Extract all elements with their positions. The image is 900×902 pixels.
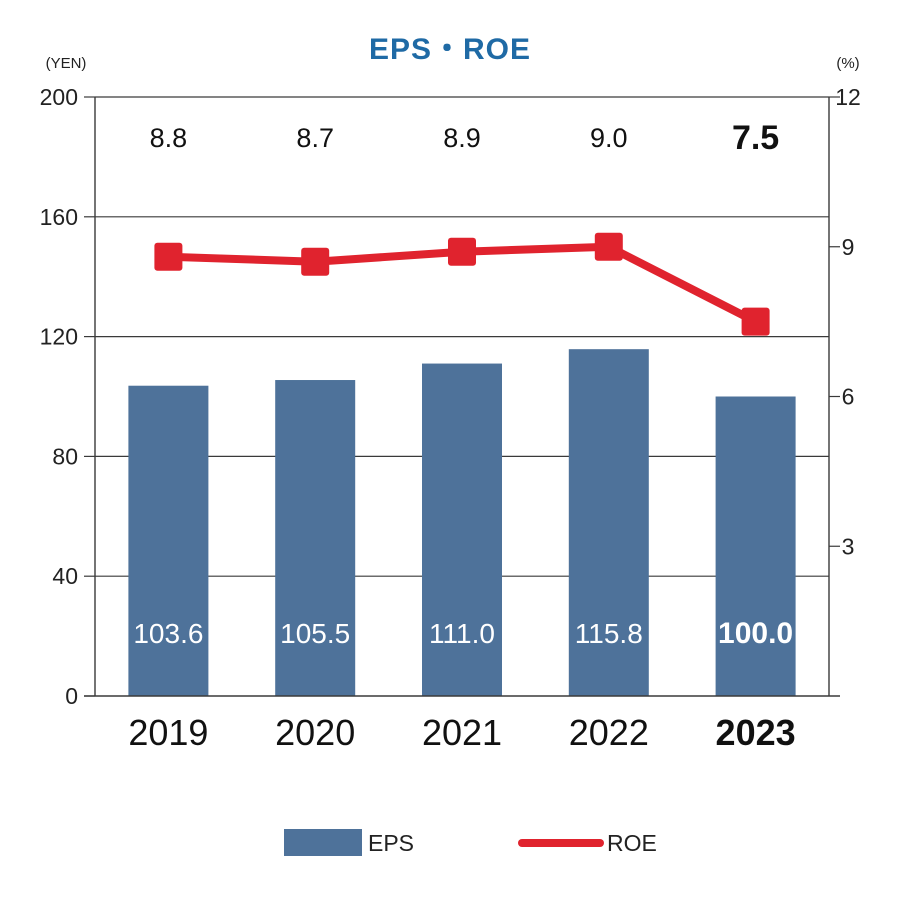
eps-bar-2023 <box>715 396 796 696</box>
labels-layer: 0 40 80 120 160 200 3 6 9 12 2019 8.8 103.6 2020 8.7 10… <box>40 84 861 753</box>
left-tick-label: 120 <box>40 324 78 350</box>
left-axis-unit: (YEN) <box>46 55 87 72</box>
eps-bars <box>128 349 796 696</box>
legend-eps-swatch <box>284 829 362 856</box>
grid-layer <box>95 96 829 577</box>
eps-bar-2020 <box>275 380 356 696</box>
roe-label-2020: 8.7 <box>296 123 334 153</box>
roe-marker-2021 <box>448 237 476 266</box>
x-tick-2022: 2022 <box>569 712 649 753</box>
roe-label-2021: 8.9 <box>443 123 481 153</box>
eps-label-2023: 100.0 <box>718 617 793 650</box>
legend: EPS ROE <box>284 829 657 856</box>
eps-label-2022: 115.8 <box>575 618 643 649</box>
legend-roe-label: ROE <box>607 830 657 856</box>
legend-eps-label: EPS <box>368 830 414 856</box>
eps-label-2021: 111.0 <box>429 618 495 649</box>
x-tick-2023: 2023 <box>716 712 796 753</box>
x-tick-2021: 2021 <box>422 712 502 753</box>
eps-bar-2021 <box>422 363 502 696</box>
roe-line-layer <box>154 232 770 336</box>
right-tick-label: 9 <box>842 234 855 260</box>
roe-label-2019: 8.8 <box>150 123 188 153</box>
roe-marker-2019 <box>154 242 183 271</box>
right-tick-label: 6 <box>842 384 855 410</box>
roe-marker-2020 <box>301 247 330 276</box>
chart-title: EPS・ROE <box>369 33 531 66</box>
left-tick-label: 200 <box>40 84 78 110</box>
right-axis-unit: (%) <box>836 55 859 72</box>
left-tick-label: 80 <box>52 443 78 469</box>
axis-layer <box>84 96 840 697</box>
eps-bar-2022 <box>568 349 649 696</box>
eps-label-2020: 105.5 <box>280 618 350 649</box>
eps-bar-2019 <box>128 385 209 696</box>
x-tick-2019: 2019 <box>128 712 208 753</box>
right-tick-label: 3 <box>842 533 855 559</box>
left-tick-label: 0 <box>65 683 78 709</box>
left-tick-label: 40 <box>52 563 78 589</box>
roe-marker-2023 <box>741 307 770 336</box>
roe-label-2023: 7.5 <box>732 119 779 157</box>
eps-label-2019: 103.6 <box>133 618 203 649</box>
roe-label-2022: 9.0 <box>590 123 628 153</box>
roe-marker-2022 <box>594 232 623 261</box>
x-tick-2020: 2020 <box>275 712 355 753</box>
left-tick-label: 160 <box>40 204 78 230</box>
right-tick-label: 12 <box>835 84 861 110</box>
